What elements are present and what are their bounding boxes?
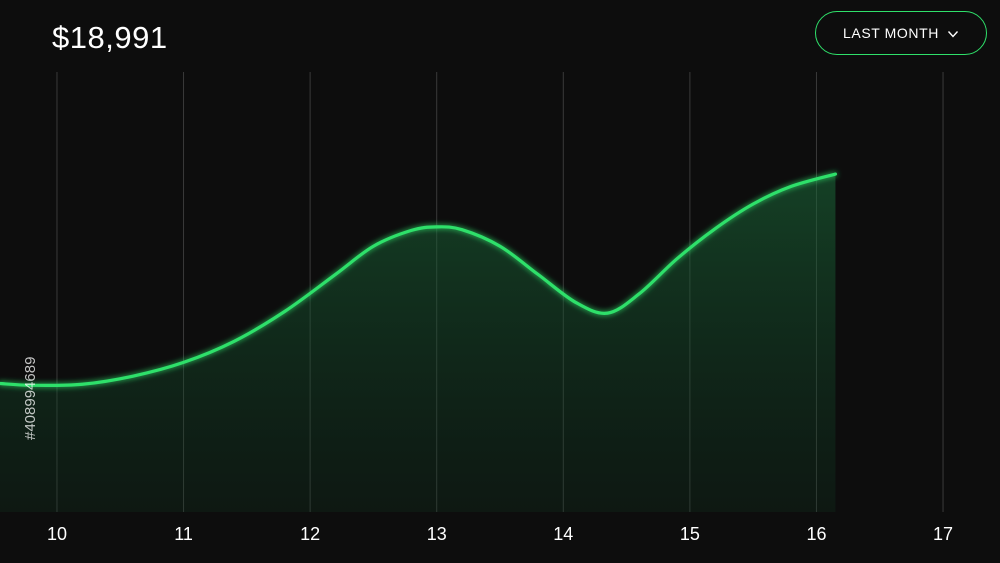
period-select-label: LAST MONTH: [843, 25, 939, 41]
x-tick-label-16: 16: [806, 524, 826, 544]
x-tick-label-15: 15: [680, 524, 700, 544]
chevron-down-icon: [947, 27, 959, 39]
x-tick-label-10: 10: [47, 524, 67, 544]
area-fill: [0, 174, 836, 512]
x-tick-label-12: 12: [300, 524, 320, 544]
x-tick-label-14: 14: [553, 524, 573, 544]
total-value: $18,991: [52, 20, 168, 55]
x-tick-label-17: 17: [933, 524, 953, 544]
series-line: [0, 172, 838, 387]
period-select[interactable]: LAST MONTH: [815, 11, 987, 55]
watermark-id: #408994689: [22, 356, 39, 440]
x-axis-ticks: 10 11 12 13 14 15 16 17: [47, 524, 953, 544]
x-tick-label-13: 13: [427, 524, 447, 544]
x-tick-label-11: 11: [174, 524, 193, 544]
